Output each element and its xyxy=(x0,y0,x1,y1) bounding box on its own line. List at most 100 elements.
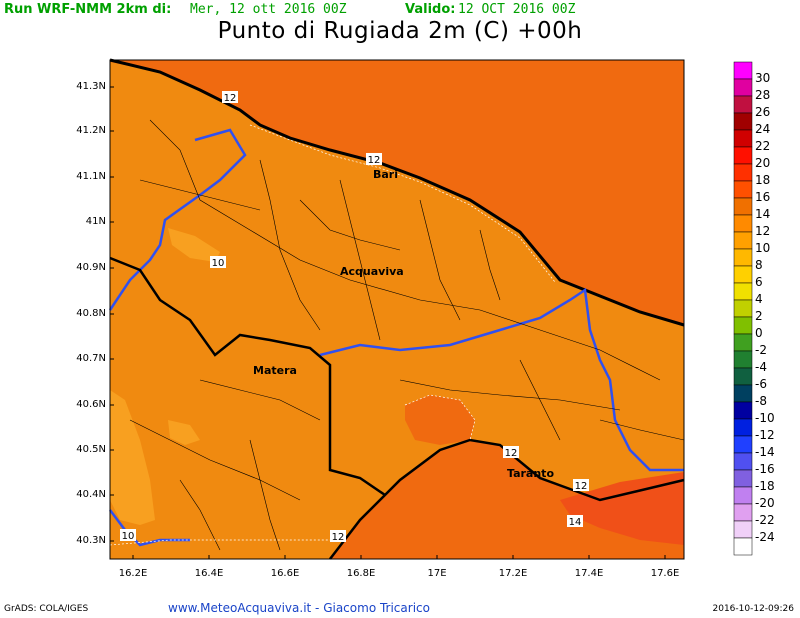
zone-10-patch xyxy=(168,420,200,445)
colorbar-label: 8 xyxy=(755,258,763,272)
colorbar-swatch xyxy=(733,231,753,250)
contour-label: 10 xyxy=(122,531,135,542)
colorbar-label: -14 xyxy=(755,445,775,459)
contour-label: 12 xyxy=(575,481,588,492)
contour-lines xyxy=(109,124,556,546)
colorbar-swatch xyxy=(733,78,753,97)
contour-label: 14 xyxy=(569,517,582,528)
colorbar-swatch xyxy=(733,452,753,471)
contour-label: 12 xyxy=(505,448,518,459)
province-border xyxy=(109,256,386,497)
colorbar-label: 20 xyxy=(755,156,771,170)
colorbar-label: 30 xyxy=(755,71,771,85)
x-tick-label: 16.4E xyxy=(194,568,224,579)
city-matera: Matera xyxy=(253,364,297,377)
run-value: Mer, 12 ott 2016 00Z xyxy=(190,2,347,17)
y-tick-label: 40.5N xyxy=(76,444,106,455)
colorbar-label: -12 xyxy=(755,428,775,442)
zone-10-north xyxy=(168,228,220,262)
colorbar-label: -20 xyxy=(755,496,775,510)
colorbar-label: 12 xyxy=(755,224,771,238)
region-border-2 xyxy=(319,287,684,472)
y-tick-label: 41.2N xyxy=(76,125,106,136)
colorbar-swatch xyxy=(733,469,753,488)
city-bari: Bari xyxy=(373,168,398,181)
colorbar-swatch xyxy=(733,333,753,352)
city-taranto: Taranto xyxy=(507,467,554,480)
colorbar-swatch xyxy=(733,520,753,539)
colorbar-swatch xyxy=(733,197,753,216)
colorbar-label: 0 xyxy=(755,326,763,340)
x-tick-label: 16.2E xyxy=(118,568,148,579)
y-tick-label: 40.3N xyxy=(76,535,106,546)
x-tick-label: 16.8E xyxy=(346,568,376,579)
colorbar-swatch xyxy=(733,248,753,267)
valid-value: 12 OCT 2016 00Z xyxy=(458,2,576,17)
colorbar-swatch xyxy=(733,163,753,182)
colorbar-swatch xyxy=(733,265,753,284)
colorbar-label: 28 xyxy=(755,88,771,102)
colorbar-label: 14 xyxy=(755,207,771,221)
colorbar-label: -8 xyxy=(755,394,767,408)
colorbar-label: 2 xyxy=(755,309,763,323)
contour-label: 12 xyxy=(368,155,381,166)
colorbar-swatch xyxy=(733,61,753,80)
y-tick-label: 41.1N xyxy=(76,171,106,182)
contour-label-group: 12 12 10 12 12 12 14 10 xyxy=(120,91,589,543)
x-tick-label: 17.4E xyxy=(574,568,604,579)
x-tick-label: 17E xyxy=(427,568,447,579)
colorbar-label: 16 xyxy=(755,190,771,204)
run-label: Run WRF-NMM 2km di: xyxy=(4,2,172,17)
y-tick-label: 40.4N xyxy=(76,489,106,500)
colorbar-swatch xyxy=(733,486,753,505)
colorbar-swatch xyxy=(733,129,753,148)
zone-10-west xyxy=(110,390,155,525)
contour-label: 12 xyxy=(332,532,345,543)
colorbar xyxy=(733,61,753,556)
colorbar-swatch xyxy=(733,503,753,522)
colorbar-label: 6 xyxy=(755,275,763,289)
colorbar-swatch xyxy=(733,180,753,199)
colorbar-label: -10 xyxy=(755,411,775,425)
colorbar-swatch xyxy=(733,384,753,403)
colorbar-swatch xyxy=(733,95,753,114)
map-frame xyxy=(109,59,685,560)
colorbar-swatch xyxy=(733,282,753,301)
x-tick-label: 17.2E xyxy=(498,568,528,579)
footer-timestamp: 2016-10-12-09:26 xyxy=(712,604,795,614)
colorbar-label: -4 xyxy=(755,360,767,374)
colorbar-swatch xyxy=(733,350,753,369)
colorbar-swatch xyxy=(733,316,753,335)
y-tick-label: 40.6N xyxy=(76,399,106,410)
ionian-coastline xyxy=(329,438,685,560)
municipal-boundaries xyxy=(129,119,685,551)
colorbar-label: 18 xyxy=(755,173,771,187)
colorbar-label: 26 xyxy=(755,105,771,119)
x-tick-label: 16.6E xyxy=(270,568,300,579)
footer-grads: GrADS: COLA/IGES xyxy=(4,604,89,614)
contour-label: 10 xyxy=(212,258,225,269)
colorbar-swatch xyxy=(733,401,753,420)
y-tick-label: 41.3N xyxy=(76,81,106,92)
colorbar-swatch xyxy=(733,418,753,437)
map-title: Punto di Rugiada 2m (C) +00h xyxy=(217,18,583,44)
colorbar-label: 22 xyxy=(755,139,771,153)
colorbar-label: -22 xyxy=(755,513,775,527)
colorbar-label: 10 xyxy=(755,241,771,255)
footer-website[interactable]: www.MeteoAcquaviva.it - Giacomo Tricaric… xyxy=(168,601,430,615)
zone-12-inland xyxy=(405,395,475,445)
y-tick-label: 40.7N xyxy=(76,353,106,364)
colorbar-swatch xyxy=(733,435,753,454)
colorbar-label: -24 xyxy=(755,530,775,544)
valid-label: Valido: xyxy=(405,2,456,17)
warm-zone-14 xyxy=(560,472,684,545)
colorbar-label: -6 xyxy=(755,377,767,391)
colorbar-swatch xyxy=(733,146,753,165)
colorbar-swatch xyxy=(733,112,753,131)
colorbar-label: 24 xyxy=(755,122,771,136)
adriatic-coastline xyxy=(109,58,685,327)
y-tick-label: 40.9N xyxy=(76,262,106,273)
colorbar-swatch xyxy=(733,299,753,318)
y-tick-label: 41N xyxy=(85,216,106,227)
